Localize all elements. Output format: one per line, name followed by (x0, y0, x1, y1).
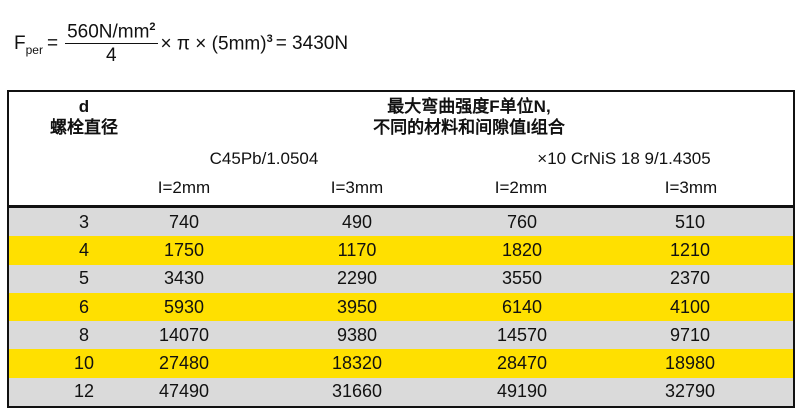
diameter-cell: 8 (78, 324, 89, 345)
strength-cell: 6140 (501, 296, 543, 317)
formula-result: = 3430N (275, 33, 349, 54)
strength-cell: 3430 (163, 268, 205, 289)
bending-strength-table: d 螺栓直径 最大弯曲强度F单位N, 不同的材料和间隙值I组合 C45Pb/1.05… (7, 90, 795, 408)
diameter-cell: 10 (73, 353, 95, 374)
strength-cell: 1750 (163, 239, 205, 260)
gap-header: I=2mm (157, 178, 211, 197)
diameter-header: d 螺栓直径 (50, 97, 118, 137)
material-header: C45Pb/1.0504 (209, 149, 319, 168)
diameter-cell: 5 (78, 268, 89, 289)
strength-cell: 9380 (336, 324, 378, 345)
strength-cell: 27480 (158, 353, 210, 374)
strength-cell: 3550 (501, 268, 543, 289)
strength-cell: 47490 (158, 381, 210, 402)
fraction: 560N/mm2 4 (65, 20, 158, 67)
gap-header: I=2mm (494, 178, 548, 197)
strength-cell: 760 (506, 211, 538, 232)
table-body: 3 740 490 760 510 4 1750 1170 1820 1210 5 3430 2290 3… (9, 208, 793, 407)
strength-cell: 9710 (669, 324, 711, 345)
strength-cell: 14070 (158, 324, 210, 345)
strength-cell: 28470 (496, 353, 548, 374)
table-header: d 螺栓直径 最大弯曲强度F单位N, 不同的材料和间隙值I组合 C45Pb/1.05… (9, 92, 793, 208)
formula-lhs: Fper (14, 33, 43, 57)
strength-cell: 49190 (496, 381, 548, 402)
equals: = (46, 33, 59, 54)
strength-cell: 32790 (664, 381, 716, 402)
strength-cell: 5930 (163, 296, 205, 317)
strength-cell: 18980 (664, 353, 716, 374)
strength-cell: 1210 (669, 239, 711, 260)
diameter-cell: 12 (73, 381, 95, 402)
strength-cell: 1820 (501, 239, 543, 260)
table-row: 3 740 490 760 510 (9, 208, 793, 237)
gap-header: I=3mm (330, 178, 384, 197)
table-row: 5 3430 2290 3550 2370 (9, 264, 793, 293)
strength-cell: 18320 (331, 353, 383, 374)
strength-cell: 510 (674, 211, 706, 232)
material-header: ×10 CrNiS 18 9/1.4305 (537, 149, 711, 168)
diameter-cell: 6 (78, 296, 89, 317)
table-title: 最大弯曲强度F单位N, 不同的材料和间隙值I组合 (373, 97, 565, 137)
table-row: 12 47490 31660 49190 32790 (9, 377, 793, 407)
strength-cell: 740 (168, 211, 200, 232)
strength-cell: 1170 (337, 239, 377, 260)
strength-cell: 14570 (496, 324, 548, 345)
table-row: 8 14070 9380 14570 9710 (9, 321, 793, 350)
diameter-cell: 4 (78, 239, 89, 260)
table-row: 10 27480 18320 28470 18980 (9, 349, 793, 378)
table-row: 4 1750 1170 1820 1210 (9, 236, 793, 265)
formula: Fper = 560N/mm2 4 × π × (5mm)3 = 3430N (14, 14, 348, 74)
strength-cell: 4100 (669, 296, 711, 317)
formula-tail: × π × (5mm)3 (160, 32, 273, 55)
strength-cell: 31660 (331, 381, 383, 402)
strength-cell: 2370 (669, 268, 711, 289)
table-row: 6 5930 3950 6140 4100 (9, 292, 793, 322)
strength-cell: 490 (341, 211, 373, 232)
gap-header: I=3mm (664, 178, 718, 197)
strength-cell: 2290 (336, 268, 378, 289)
diameter-cell: 3 (78, 211, 89, 232)
strength-cell: 3950 (336, 296, 378, 317)
